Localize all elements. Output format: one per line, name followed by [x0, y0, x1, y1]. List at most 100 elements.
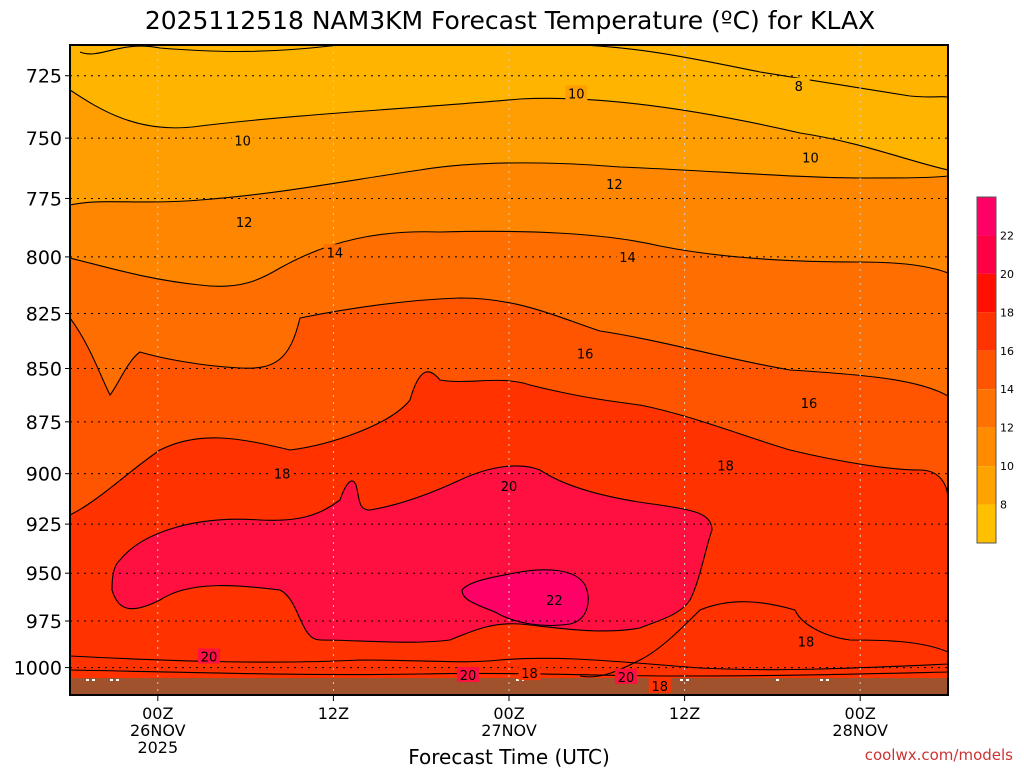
- contour-label-bg: [457, 666, 480, 682]
- contour-label-bg: [574, 345, 597, 361]
- isotherm-20: [111, 465, 713, 643]
- y-tick-label: 875: [26, 412, 62, 434]
- colorbar-swatch: [977, 350, 996, 390]
- x-tick-label: 26NOV: [130, 721, 186, 740]
- colorbar-tick-label: 14: [1000, 383, 1014, 396]
- y-tick-label: 925: [26, 514, 62, 536]
- isotherm-22: [461, 569, 589, 627]
- colorbar-tick-label: 16: [1000, 345, 1014, 358]
- plot-area: 8 10 10 10 12 12 14 14 16 16 18 18 18 18 18 20 20 20 20 22: [70, 45, 948, 695]
- isotherm-12: [70, 162, 948, 206]
- contour-label-10: 10: [568, 87, 585, 102]
- x-axis-label: Forecast Time (UTC): [408, 745, 610, 768]
- isotherm-8: [79, 45, 948, 98]
- contour-label-bg: [799, 149, 822, 165]
- y-tick-label: 975: [26, 611, 62, 633]
- contour-label-bg: [797, 394, 820, 410]
- contour-label-bg: [565, 85, 588, 101]
- x-tick-label: 28NOV: [832, 721, 888, 740]
- colorbar-tick-label: 8: [1000, 499, 1007, 512]
- contour-label-bg: [603, 176, 626, 192]
- contour-label-bg: [198, 648, 221, 664]
- colorbar-frame: [976, 196, 997, 544]
- contour-label-bg: [518, 665, 541, 681]
- colorbar-swatch: [977, 197, 996, 236]
- x-tick-label: 12Z: [669, 704, 700, 723]
- y-tick-label: 725: [26, 66, 62, 88]
- contour-label-bg: [233, 214, 256, 230]
- contour-label-10: 10: [234, 135, 251, 150]
- colorbar-swatch: [977, 389, 996, 428]
- contour-label-12: 12: [606, 178, 623, 193]
- colorbar-tick-label: 10: [1000, 460, 1014, 473]
- contour-label-16: 16: [577, 347, 594, 362]
- contour-label-bg: [795, 633, 818, 649]
- contour-label-bg: [616, 248, 639, 264]
- contour-label-18: 18: [521, 667, 538, 682]
- contour-label-20: 20: [460, 669, 477, 684]
- isotherm-16: [70, 297, 948, 397]
- colorbar-swatch: [977, 466, 996, 505]
- contour-label-bg: [231, 132, 254, 148]
- contour-label-16: 16: [801, 397, 818, 412]
- contour-label-bg: [498, 477, 520, 493]
- contour-label-20: 20: [501, 480, 518, 495]
- y-tick-label: 900: [26, 464, 62, 486]
- contour-label-20: 20: [618, 671, 635, 686]
- y-tick-label: 775: [26, 188, 62, 210]
- contour-label-bg: [615, 668, 638, 684]
- y-tick-label: 850: [26, 358, 62, 380]
- contour-label-10: 10: [802, 152, 819, 167]
- x-tick-label: 12Z: [318, 704, 349, 723]
- contour-label-bg: [787, 77, 810, 93]
- colorbar-swatch: [977, 427, 996, 467]
- contour-label-bg: [648, 677, 671, 693]
- contour-label-8: 8: [795, 80, 803, 95]
- band-22: [462, 569, 589, 626]
- y-axis: 725 750 775 800 825 850 875 900 925 950 975 1000: [14, 66, 70, 680]
- isotherm-18: [70, 371, 948, 516]
- isotherm-16-near-surface: [70, 669, 948, 677]
- isotherm-18-lower: [579, 601, 948, 678]
- y-tick-label: 825: [26, 304, 62, 326]
- contour-label-22: 22: [546, 594, 563, 609]
- contour-label-bg: [271, 465, 294, 481]
- y-tick-label: 1000: [14, 658, 62, 680]
- colorbar-swatch: [977, 273, 996, 313]
- colorbar-swatch: [977, 504, 996, 543]
- contour-label-18: 18: [651, 680, 668, 695]
- contour-label-bg: [543, 592, 566, 608]
- contour-label-bg: [714, 457, 737, 473]
- contour-label-bg: [323, 244, 346, 260]
- isotherm-14: [70, 230, 948, 287]
- colorbar-swatch: [977, 235, 996, 274]
- colorbar: 8 10 12 14 16 18 20 22: [976, 196, 1014, 544]
- colorbar-tick-label: 20: [1000, 268, 1014, 281]
- chart-title: 2025112518 NAM3KM Forecast Temperature (…: [145, 6, 875, 35]
- contour-label-20: 20: [201, 651, 218, 666]
- colorbar-tick-label: 12: [1000, 422, 1014, 435]
- contour-label-14: 14: [619, 251, 636, 266]
- contour-label-18: 18: [717, 459, 734, 474]
- y-tick-label: 750: [26, 128, 62, 150]
- contour-labels: 8 10 10 10 12 12 14 14 16 16 18 18 18 18 18 20 20 20 20 22: [198, 77, 822, 695]
- contour-label-18: 18: [274, 468, 291, 483]
- colorbar-tick-label: 18: [1000, 306, 1014, 319]
- colorbar-tick-label: 22: [1000, 229, 1014, 242]
- isotherm-10: [70, 89, 948, 171]
- x-tick-label: 00Z: [493, 704, 524, 723]
- credit-text: coolwx.com/models: [865, 746, 1013, 764]
- contour-label-18: 18: [798, 636, 815, 651]
- x-tick-label: 27NOV: [481, 721, 537, 740]
- y-tick-label: 800: [26, 247, 62, 269]
- x-tick-label: 00Z: [845, 704, 876, 723]
- y-tick-label: 950: [26, 563, 62, 585]
- ground-surface: [70, 678, 948, 695]
- isotherm-18-near-surface: [70, 655, 948, 671]
- x-tick-label: 00Z: [142, 704, 173, 723]
- colorbar-swatch: [977, 312, 996, 351]
- x-tick-label: 2025: [137, 738, 178, 757]
- contour-label-14: 14: [327, 246, 344, 261]
